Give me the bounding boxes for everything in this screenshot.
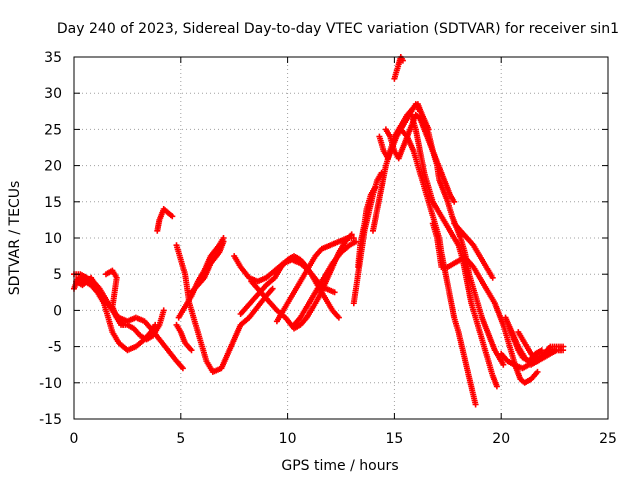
x-tick-label: 20 xyxy=(492,431,510,447)
data-points xyxy=(71,54,567,408)
series-track-23 xyxy=(451,220,496,281)
y-tick-label: -15 xyxy=(39,412,62,428)
series-track-11 xyxy=(237,253,342,321)
y-tick-label: 0 xyxy=(53,303,62,319)
series-track-5 xyxy=(154,206,176,234)
data-point-marker xyxy=(331,289,338,296)
data-point-marker xyxy=(372,184,379,191)
series-track-4 xyxy=(103,267,127,328)
axes: 0 5 10 15 20 25 -15 -10 -5 0 5 10 15 20 25 30 35 xyxy=(39,50,617,447)
y-tick-label: 20 xyxy=(44,159,62,175)
y-tick-label: -10 xyxy=(39,376,62,392)
series-track-29 xyxy=(382,111,458,205)
data-point-marker xyxy=(160,307,167,314)
x-tick-label: 25 xyxy=(599,431,617,447)
data-point-marker xyxy=(560,343,567,350)
x-tick-label: 0 xyxy=(70,431,79,447)
y-tick-label: 25 xyxy=(44,122,62,138)
data-point-marker xyxy=(169,213,176,220)
data-point-marker xyxy=(220,238,227,245)
series-track-26 xyxy=(498,347,564,372)
data-point-marker xyxy=(451,198,458,205)
data-point-marker xyxy=(417,108,423,115)
data-point-marker xyxy=(538,347,545,354)
x-tick-label: 15 xyxy=(385,431,403,447)
x-tick-label: 10 xyxy=(279,431,297,447)
data-point-marker xyxy=(335,314,342,321)
data-point-marker xyxy=(558,347,564,354)
data-point-marker xyxy=(493,383,500,390)
data-point-marker xyxy=(179,365,186,372)
series-track-8 xyxy=(173,321,195,354)
series-track-16 xyxy=(355,184,379,270)
y-tick-label: 10 xyxy=(44,231,62,247)
data-point-marker xyxy=(120,321,127,328)
series-track-27 xyxy=(506,325,545,365)
y-tick-label: 30 xyxy=(44,86,62,102)
series-track-9 xyxy=(188,238,227,296)
data-point-marker xyxy=(269,285,276,292)
chart-title: Day 240 of 2023, Sidereal Day-to-day VTE… xyxy=(57,21,619,37)
y-tick-label: 15 xyxy=(44,195,62,211)
data-point-marker xyxy=(399,57,406,64)
series-track-22 xyxy=(429,220,541,386)
y-tick-label: 35 xyxy=(44,50,62,66)
series-track-13 xyxy=(273,235,357,325)
data-point-marker xyxy=(188,347,195,354)
y-axis-label: SDTVAR / TECUs xyxy=(7,181,23,296)
y-tick-label: 5 xyxy=(53,267,62,283)
x-axis-label: GPS time / hours xyxy=(281,458,398,474)
x-tick-label: 5 xyxy=(176,431,185,447)
series-track-14 xyxy=(291,238,359,328)
data-point-marker xyxy=(489,274,496,281)
data-point-marker xyxy=(534,368,541,375)
y-tick-label: -5 xyxy=(48,340,62,356)
data-point-marker xyxy=(500,361,507,368)
data-point-marker xyxy=(472,401,479,408)
